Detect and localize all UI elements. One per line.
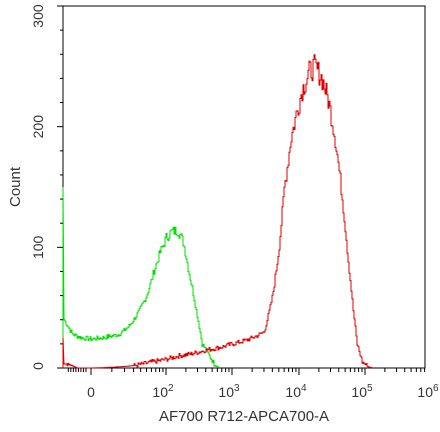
y-tick-label-2: 200 <box>30 115 46 139</box>
y-axis-label: Count <box>7 166 24 207</box>
ticks-layer: 0 102 103 104 105 106 0 100 200 300 <box>30 4 439 400</box>
x-axis-label: AF700 R712-APCA700-A <box>159 408 329 425</box>
y-tick-label-3: 300 <box>30 4 46 28</box>
y-tick-label-1: 100 <box>30 235 46 259</box>
histogram-series-2 <box>62 54 373 369</box>
x-tick-label-2: 103 <box>218 383 240 400</box>
x-tick-label-3: 104 <box>285 383 307 400</box>
x-tick-label-0: 0 <box>87 384 95 400</box>
y-tick-label-0: 0 <box>30 362 46 370</box>
plot-frame <box>62 5 426 369</box>
x-tick-label-4: 105 <box>351 383 373 400</box>
x-tick-label-5: 106 <box>417 383 439 400</box>
histogram-series-1 <box>62 186 220 368</box>
series-layer <box>62 54 373 369</box>
x-tick-label-1: 102 <box>152 383 174 400</box>
